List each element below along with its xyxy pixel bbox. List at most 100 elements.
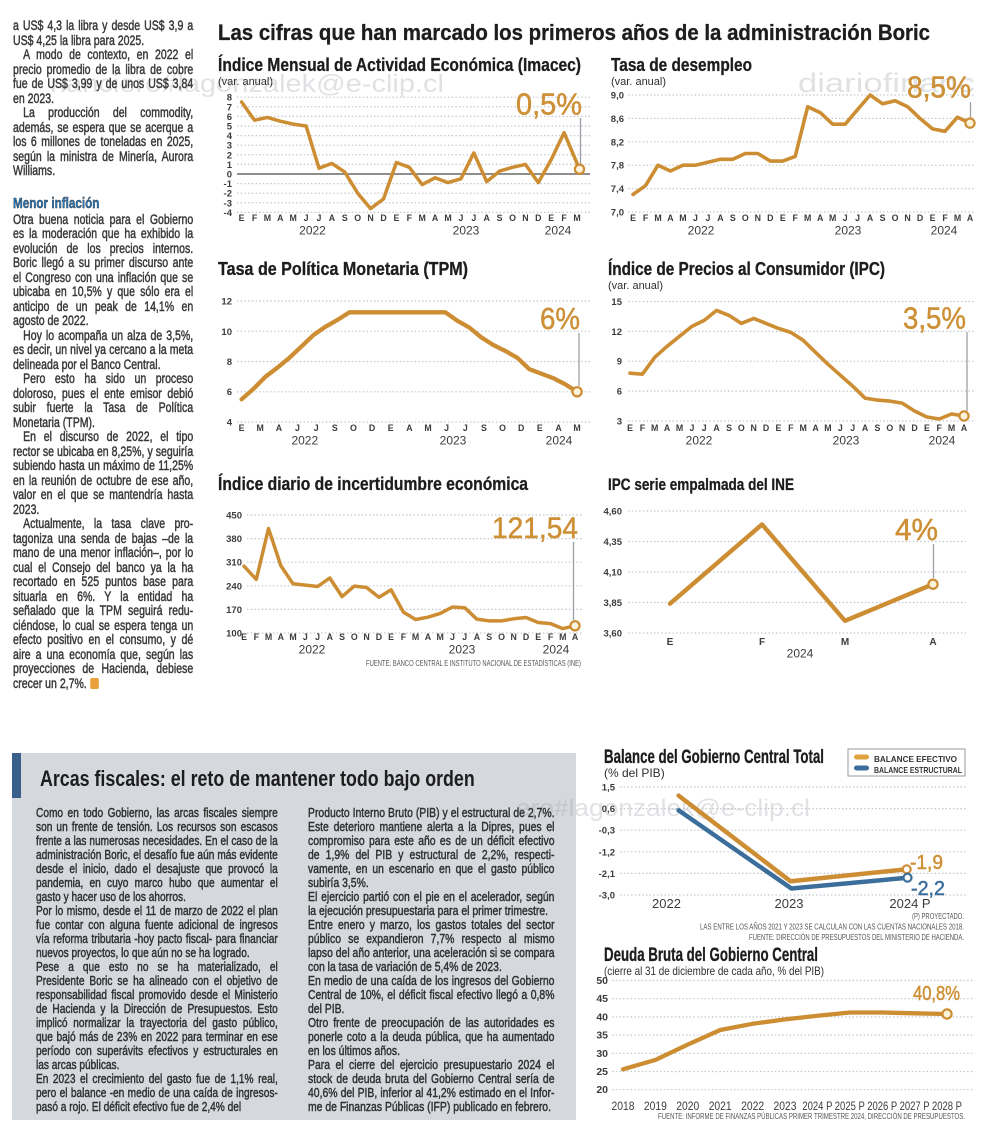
svg-text:BALANCE ESTRUCTURAL: BALANCE ESTRUCTURAL — [874, 765, 962, 775]
svg-text:E: E — [630, 213, 636, 223]
svg-text:J: J — [838, 423, 843, 433]
svg-text:(var. anual): (var. anual) — [608, 280, 663, 292]
svg-text:2022: 2022 — [741, 1101, 764, 1113]
svg-text:2023: 2023 — [440, 434, 467, 448]
svg-text:35: 35 — [596, 1030, 608, 1042]
svg-text:Índice diario de incertidumbre: Índice diario de incertidumbre económica — [218, 473, 529, 494]
svg-text:M: M — [424, 423, 431, 433]
svg-text:J: J — [458, 213, 463, 223]
svg-text:M: M — [290, 213, 297, 223]
svg-text:M: M — [437, 632, 444, 642]
svg-text:E: E — [393, 213, 399, 223]
svg-text:2024: 2024 — [545, 224, 572, 238]
svg-text:N: N — [363, 632, 369, 642]
svg-text:2025 P: 2025 P — [835, 1101, 865, 1113]
svg-text:2024: 2024 — [543, 643, 570, 657]
svg-text:-3,0: -3,0 — [599, 891, 615, 902]
svg-text:2023: 2023 — [449, 643, 476, 657]
svg-text:8,2: 8,2 — [611, 137, 624, 148]
svg-text:-2,1: -2,1 — [599, 869, 616, 880]
svg-text:N: N — [904, 213, 910, 223]
svg-text:A: A — [329, 213, 336, 223]
svg-text:J: J — [295, 423, 300, 433]
svg-text:2022: 2022 — [688, 224, 715, 238]
svg-text:J: J — [850, 423, 855, 433]
svg-text:M: M — [419, 213, 426, 223]
svg-text:S: S — [339, 632, 345, 642]
svg-text:F: F — [640, 423, 646, 433]
svg-text:M: M — [412, 632, 419, 642]
svg-text:-2: -2 — [224, 189, 232, 200]
svg-text:F: F — [643, 213, 649, 223]
svg-text:2024 P: 2024 P — [889, 896, 930, 911]
svg-text:7,4: 7,4 — [611, 184, 625, 195]
svg-text:-1,9: -1,9 — [910, 852, 943, 874]
svg-text:O: O — [499, 423, 506, 433]
svg-text:A: A — [572, 632, 579, 642]
svg-text:170: 170 — [226, 605, 242, 616]
svg-text:-2,2: -2,2 — [911, 878, 945, 900]
svg-text:2020: 2020 — [676, 1101, 699, 1113]
svg-text:4,60: 4,60 — [604, 507, 623, 518]
svg-text:(var. anual): (var. anual) — [611, 76, 666, 88]
svg-text:A: A — [277, 213, 284, 223]
svg-text:50: 50 — [596, 975, 608, 987]
svg-text:N: N — [751, 423, 757, 433]
svg-text:J: J — [843, 213, 848, 223]
svg-text:E: E — [924, 423, 930, 433]
svg-text:N: N — [367, 213, 373, 223]
svg-text:S: S — [332, 423, 338, 433]
svg-text:E: E — [780, 213, 786, 223]
svg-text:S: S — [486, 632, 492, 642]
svg-text:J: J — [462, 632, 467, 642]
svg-text:F: F — [793, 213, 799, 223]
svg-text:S: S — [481, 423, 487, 433]
svg-text:J: J — [693, 213, 698, 223]
svg-text:M: M — [444, 213, 451, 223]
svg-text:IPC serie empalmada del INE: IPC serie empalmada del INE — [608, 475, 794, 494]
svg-text:Las cifras que han marcado los: Las cifras que han marcado los primeros … — [218, 20, 930, 45]
svg-text:2022: 2022 — [299, 643, 326, 657]
svg-text:100: 100 — [226, 629, 242, 640]
svg-text:A: A — [817, 213, 824, 223]
svg-text:8,5%: 8,5% — [907, 70, 971, 105]
svg-text:O: O — [350, 423, 357, 433]
svg-text:4,10: 4,10 — [604, 568, 623, 579]
svg-text:A: A — [327, 632, 334, 642]
svg-text:A: A — [812, 423, 819, 433]
svg-text:A: A — [717, 213, 724, 223]
svg-text:D: D — [917, 213, 923, 223]
svg-text:8,6: 8,6 — [611, 114, 624, 125]
svg-text:J: J — [471, 213, 476, 223]
svg-text:M: M — [829, 213, 836, 223]
svg-text:2028 P: 2028 P — [932, 1101, 962, 1113]
svg-text:FUENTE: INFORME DE FINANZAS PÚ: FUENTE: INFORME DE FINANZAS PÚBLICAS PRI… — [658, 1112, 965, 1121]
svg-text:M: M — [257, 423, 264, 433]
svg-text:O: O — [509, 213, 516, 223]
svg-text:M: M — [573, 423, 580, 433]
svg-text:O: O — [498, 632, 505, 642]
svg-text:40,8%: 40,8% — [913, 983, 960, 1005]
svg-text:E: E — [537, 423, 543, 433]
svg-text:BALANCE EFECTIVO: BALANCE EFECTIVO — [874, 754, 957, 764]
svg-text:2024: 2024 — [929, 434, 956, 448]
svg-text:A: A — [667, 213, 674, 223]
svg-text:D: D — [518, 423, 524, 433]
svg-text:E: E — [388, 632, 394, 642]
svg-text:(% del PIB): (% del PIB) — [604, 766, 665, 780]
svg-text:D: D — [376, 632, 382, 642]
svg-text:A: A — [862, 423, 869, 433]
svg-text:Deuda Bruta del Gobierno Centr: Deuda Bruta del Gobierno Central — [604, 945, 818, 966]
svg-text:F: F — [942, 213, 948, 223]
svg-text:M: M — [264, 213, 271, 223]
svg-text:M: M — [676, 423, 683, 433]
svg-text:J: J — [450, 632, 455, 642]
svg-text:-4: -4 — [224, 208, 233, 219]
svg-text:E: E — [775, 423, 781, 433]
svg-text:2023: 2023 — [835, 224, 862, 238]
svg-text:F: F — [254, 632, 260, 642]
svg-text:-1,2: -1,2 — [599, 847, 615, 858]
svg-text:F: F — [759, 637, 765, 648]
svg-text:D: D — [763, 423, 769, 433]
svg-text:D: D — [369, 423, 375, 433]
